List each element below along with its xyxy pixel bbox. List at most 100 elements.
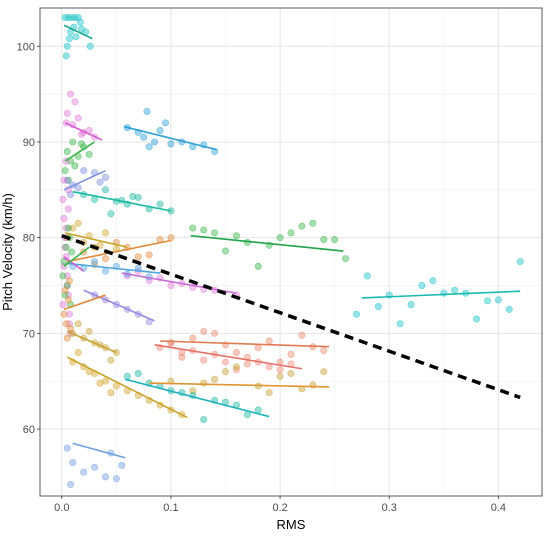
data-point	[189, 224, 197, 232]
data-point	[69, 138, 77, 146]
data-point	[101, 173, 109, 181]
series-fit-line	[63, 256, 85, 272]
data-point	[134, 193, 142, 201]
data-point	[63, 109, 71, 117]
data-point	[189, 387, 197, 395]
data-point	[276, 234, 284, 242]
data-point	[374, 303, 382, 311]
series-fit-line	[121, 272, 237, 294]
data-point	[72, 33, 80, 41]
series-fit-line	[361, 290, 521, 299]
data-point	[61, 167, 69, 175]
data-point	[200, 415, 208, 423]
data-point	[129, 193, 137, 201]
data-point	[112, 475, 120, 483]
data-point	[254, 406, 262, 414]
data-point	[85, 150, 93, 158]
data-point	[440, 289, 448, 297]
series-fit-line	[63, 169, 106, 191]
data-point	[62, 243, 70, 251]
data-point	[96, 379, 104, 387]
series-fit-line	[154, 344, 303, 370]
data-point	[320, 236, 328, 244]
data-point	[407, 301, 415, 309]
data-point	[211, 229, 219, 237]
data-point	[232, 232, 240, 240]
data-point	[516, 258, 524, 266]
series-fit-line	[67, 262, 161, 274]
data-point	[254, 344, 262, 352]
series-fit-line	[64, 141, 96, 162]
data-point	[60, 310, 68, 318]
data-point	[232, 348, 240, 356]
data-point	[63, 148, 71, 156]
data-point	[156, 126, 164, 134]
series-fit-line	[72, 190, 172, 212]
series-fit-line	[190, 234, 344, 252]
x-axis-title: RMS	[277, 517, 306, 532]
data-point	[473, 315, 481, 323]
series-fit-line	[64, 232, 128, 248]
y-axis-title: Pitch Velocity (km/h)	[0, 193, 15, 311]
data-point	[189, 334, 197, 342]
y-tick-label: 70	[23, 328, 35, 340]
data-point	[65, 310, 73, 318]
data-point	[68, 248, 76, 256]
y-tick-label: 60	[23, 424, 35, 436]
series-fit-line	[83, 289, 155, 322]
data-point	[91, 463, 99, 471]
data-point	[74, 348, 82, 356]
data-point	[107, 389, 115, 397]
y-tick-label: 80	[23, 233, 35, 245]
data-point	[76, 18, 84, 26]
data-point	[145, 251, 153, 259]
data-point	[123, 372, 131, 380]
data-point	[494, 296, 502, 304]
x-tick-label: 0.2	[272, 502, 287, 514]
data-point	[69, 459, 77, 467]
x-axis-ticks: 0.0 0.1 0.2 0.3 0.4	[54, 496, 506, 514]
data-point	[67, 90, 75, 98]
y-tick-label: 90	[23, 137, 35, 149]
series-fit-line	[66, 356, 188, 419]
grid-minor-lines	[40, 8, 542, 496]
data-point	[254, 262, 262, 270]
data-point	[331, 236, 339, 244]
data-point	[59, 301, 67, 309]
data-point	[178, 353, 186, 361]
data-point	[74, 219, 82, 227]
data-point	[143, 107, 151, 115]
data-point	[167, 234, 175, 242]
series-points	[59, 14, 524, 489]
data-point	[101, 229, 109, 237]
data-point	[59, 272, 67, 280]
data-point	[101, 473, 109, 481]
data-point	[483, 297, 491, 305]
data-point	[200, 327, 208, 335]
data-point	[145, 143, 153, 151]
series-fit-line	[123, 125, 217, 151]
data-point	[74, 114, 82, 122]
data-point	[77, 140, 85, 148]
data-point	[265, 337, 273, 345]
data-point	[74, 184, 82, 192]
data-point	[80, 167, 88, 175]
series-fit-line	[160, 340, 330, 348]
data-point	[396, 320, 404, 328]
data-point	[134, 370, 142, 378]
grid-major-lines	[40, 8, 542, 496]
data-point	[60, 258, 68, 266]
data-point	[64, 205, 72, 213]
data-point	[298, 331, 306, 339]
x-tick-label: 0.0	[54, 502, 69, 514]
data-point	[200, 226, 208, 234]
data-point	[156, 200, 164, 208]
data-point	[101, 267, 109, 275]
data-point	[287, 350, 295, 358]
data-point	[59, 195, 67, 203]
data-point	[451, 286, 459, 294]
series-fit-line	[66, 330, 117, 354]
series-fit-line	[72, 442, 126, 459]
data-point	[91, 258, 99, 266]
